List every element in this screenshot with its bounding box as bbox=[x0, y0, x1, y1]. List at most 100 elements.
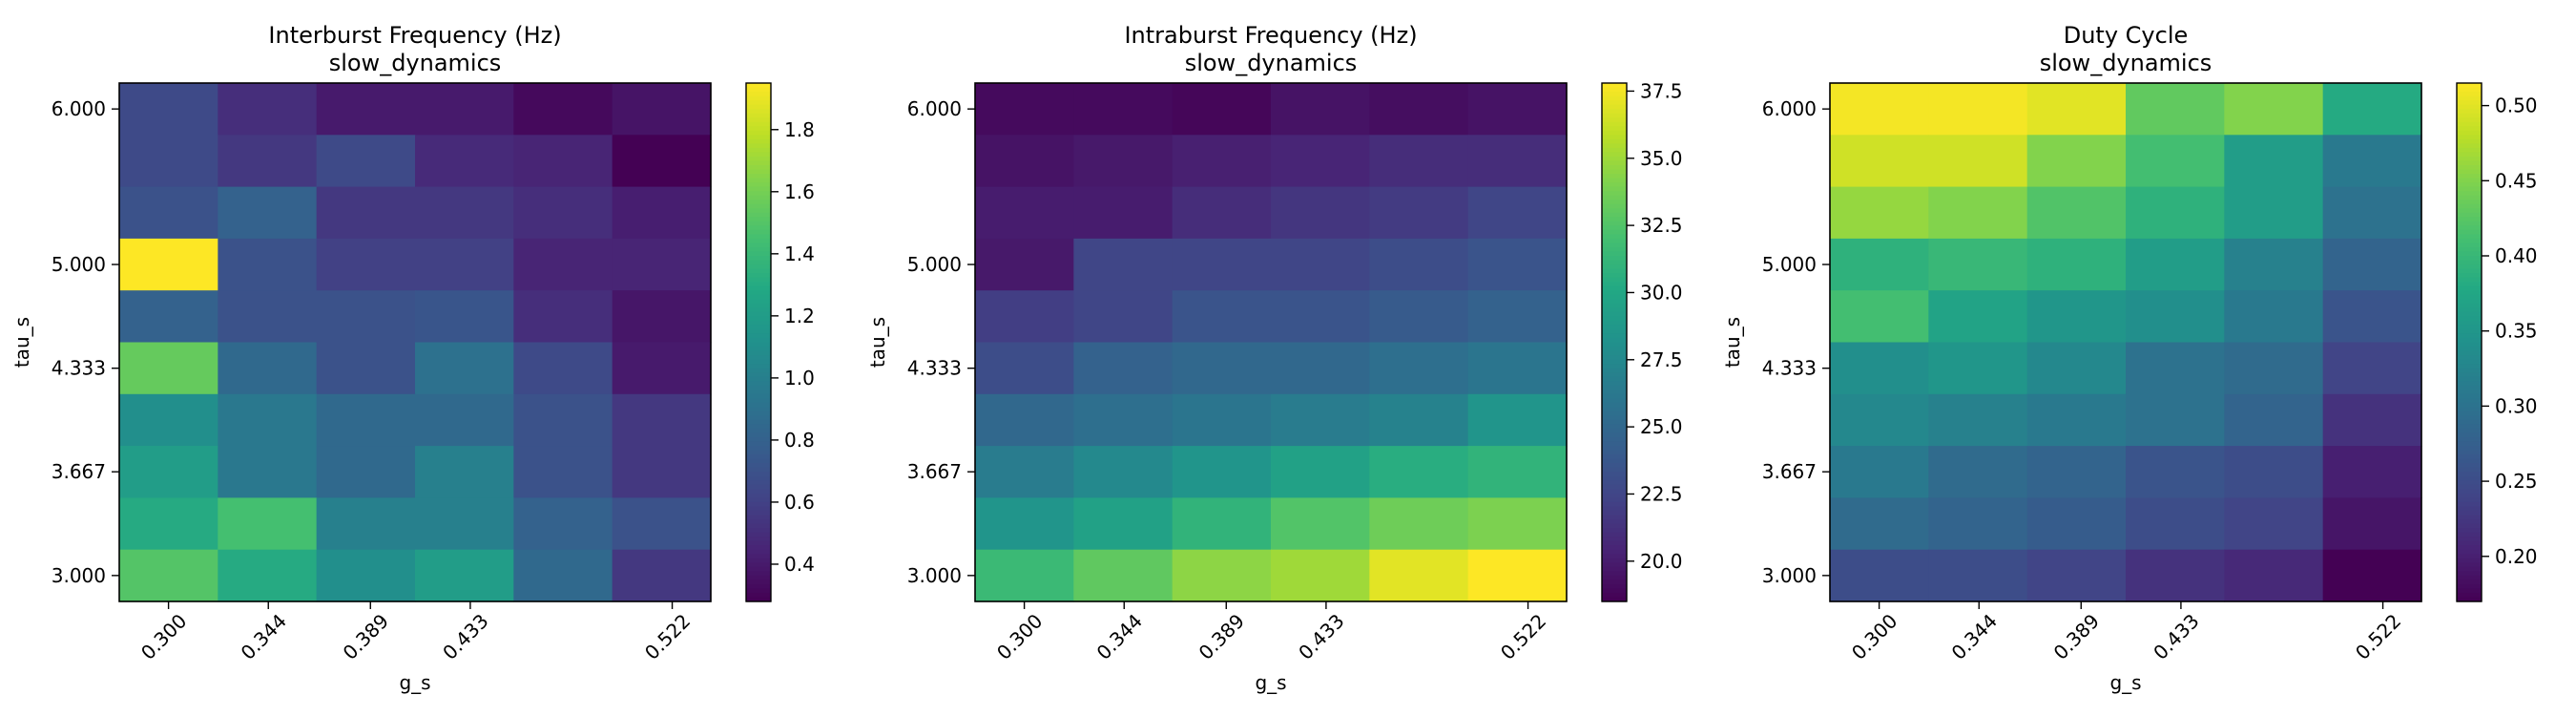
colorbar-segment bbox=[1602, 575, 1627, 580]
colorbar-segment bbox=[2457, 186, 2482, 192]
colorbar-segment bbox=[1602, 350, 1627, 356]
heatmap-cell bbox=[975, 290, 1074, 344]
heatmap-cell bbox=[2224, 497, 2324, 551]
colorbar-segment bbox=[1602, 450, 1627, 455]
heatmap-cell bbox=[1467, 290, 1568, 344]
colorbar-segment bbox=[746, 545, 771, 551]
colorbar-tick-label: 1.0 bbox=[784, 367, 815, 390]
heatmap-cell bbox=[2126, 497, 2225, 551]
colorbar-segment bbox=[1602, 251, 1627, 257]
heatmap-cell bbox=[119, 186, 218, 240]
colorbar-segment bbox=[2457, 540, 2482, 546]
colorbar-segment bbox=[1602, 299, 1627, 305]
heatmap-cell bbox=[1271, 135, 1370, 188]
colorbar-segment bbox=[746, 480, 771, 486]
colorbar-segment bbox=[2457, 376, 2482, 382]
colorbar-segment bbox=[2457, 480, 2482, 486]
heatmap-cell bbox=[1928, 83, 2028, 136]
y-tick-label: 4.333 bbox=[1762, 357, 1817, 380]
heatmap-cell bbox=[316, 186, 416, 240]
colorbar-segment bbox=[746, 393, 771, 399]
heatmap-cell bbox=[1369, 497, 1469, 551]
heatmap-cell bbox=[612, 83, 712, 136]
colorbar-segment bbox=[1602, 294, 1627, 300]
heatmap-cell bbox=[2026, 238, 2127, 291]
colorbar-segment bbox=[746, 588, 771, 594]
colorbar-segment bbox=[1602, 328, 1627, 335]
colorbar-segment bbox=[746, 347, 771, 352]
heatmap-cell bbox=[2026, 83, 2127, 136]
colorbar-segment bbox=[1602, 566, 1627, 572]
colorbar-segment bbox=[1602, 385, 1627, 390]
heatmap-cell bbox=[513, 238, 613, 291]
colorbar-segment bbox=[2457, 575, 2482, 580]
colorbar-segment bbox=[746, 364, 771, 369]
heatmap-cell bbox=[2224, 135, 2324, 188]
colorbar-segment bbox=[2457, 316, 2482, 322]
colorbar-segment bbox=[2457, 528, 2482, 534]
heatmap-cell bbox=[975, 549, 1074, 602]
colorbar-segment bbox=[1602, 393, 1627, 399]
colorbar-tick-label: 0.30 bbox=[2495, 394, 2538, 417]
colorbar-segment bbox=[2457, 242, 2482, 248]
heatmap-cell bbox=[2322, 549, 2422, 602]
heatmap-cell bbox=[2224, 238, 2324, 291]
colorbar-segment bbox=[2457, 446, 2482, 452]
heatmap-cell bbox=[119, 135, 218, 188]
colorbar-segment bbox=[746, 307, 771, 313]
heatmap-cell bbox=[1467, 549, 1568, 602]
heatmap-cell bbox=[2224, 186, 2324, 240]
colorbar-segment bbox=[746, 407, 771, 412]
heatmap-cell bbox=[1073, 446, 1174, 498]
chart-subtitle: slow_dynamics bbox=[1185, 50, 1358, 76]
heatmap-cell bbox=[316, 290, 416, 344]
colorbar-segment bbox=[1602, 104, 1627, 110]
heatmap-cell bbox=[2026, 549, 2127, 602]
colorbar-segment bbox=[746, 372, 771, 378]
colorbar-segment bbox=[2457, 337, 2482, 344]
colorbar-segment bbox=[2457, 579, 2482, 585]
heatmap-cell bbox=[2224, 446, 2324, 498]
plot-frame bbox=[974, 82, 1568, 602]
heatmap-cell bbox=[1830, 290, 1929, 344]
x-tick-label: 0.389 bbox=[1195, 609, 1249, 663]
colorbar-segment bbox=[1602, 437, 1627, 443]
x-tick-label: 0.433 bbox=[1294, 609, 1348, 663]
heatmap-cell bbox=[2026, 186, 2127, 240]
x-axis-label: g_s bbox=[399, 671, 430, 694]
colorbar-segment bbox=[1602, 558, 1627, 563]
heatmap-cell bbox=[2126, 135, 2225, 188]
colorbar-tick-label: 0.4 bbox=[784, 553, 815, 576]
colorbar-segment bbox=[746, 463, 771, 469]
colorbar-segment bbox=[2457, 523, 2482, 529]
colorbar-segment bbox=[2457, 368, 2482, 373]
colorbar-segment bbox=[746, 376, 771, 382]
plot-frame bbox=[1829, 82, 2422, 602]
colorbar-segment bbox=[2457, 424, 2482, 430]
colorbar-segment bbox=[2457, 588, 2482, 594]
colorbar-segment bbox=[1602, 87, 1627, 93]
colorbar-segment bbox=[746, 325, 771, 330]
colorbar-segment bbox=[2457, 147, 2482, 154]
heatmap-cell bbox=[1830, 135, 1929, 188]
colorbar-segment bbox=[2457, 238, 2482, 244]
colorbar-segment bbox=[2457, 355, 2482, 361]
colorbar-segment bbox=[2457, 117, 2482, 123]
heatmap-cell bbox=[1830, 83, 1929, 136]
colorbar-segment bbox=[2457, 182, 2482, 188]
colorbar-segment bbox=[1602, 311, 1627, 317]
colorbar-segment bbox=[2457, 519, 2482, 525]
heatmap-cell bbox=[2026, 497, 2127, 551]
heatmap-cell bbox=[975, 342, 1074, 395]
heatmap-cell bbox=[1073, 290, 1174, 344]
colorbar-segment bbox=[1602, 282, 1627, 287]
heatmap-cell bbox=[975, 186, 1074, 240]
colorbar-segment bbox=[2457, 537, 2482, 542]
colorbar-tick-label: 1.4 bbox=[784, 242, 815, 265]
heatmap-cell bbox=[1928, 342, 2028, 395]
heatmap-panel-2: Intraburst Frequency (Hz)slow_dynamics 0.… bbox=[866, 22, 1683, 694]
heatmap-cell bbox=[218, 186, 318, 240]
colorbar-segment bbox=[2457, 484, 2482, 490]
colorbar-segment bbox=[746, 432, 771, 438]
colorbar-segment bbox=[2457, 441, 2482, 447]
